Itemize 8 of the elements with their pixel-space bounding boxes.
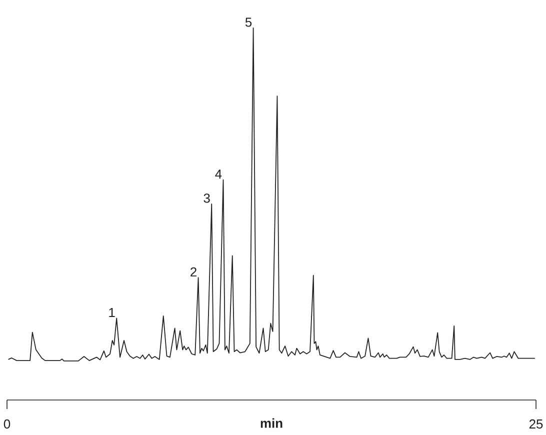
- x-tick-label: 25: [529, 419, 543, 429]
- annotation: 5: [245, 18, 252, 27]
- annotation: 4: [215, 170, 222, 179]
- x-tick-label: 0: [4, 419, 10, 429]
- annotation: 1: [109, 308, 115, 317]
- annotation: 2: [190, 267, 196, 276]
- annotation: 3: [204, 194, 210, 203]
- x-axis-title: min: [260, 418, 282, 428]
